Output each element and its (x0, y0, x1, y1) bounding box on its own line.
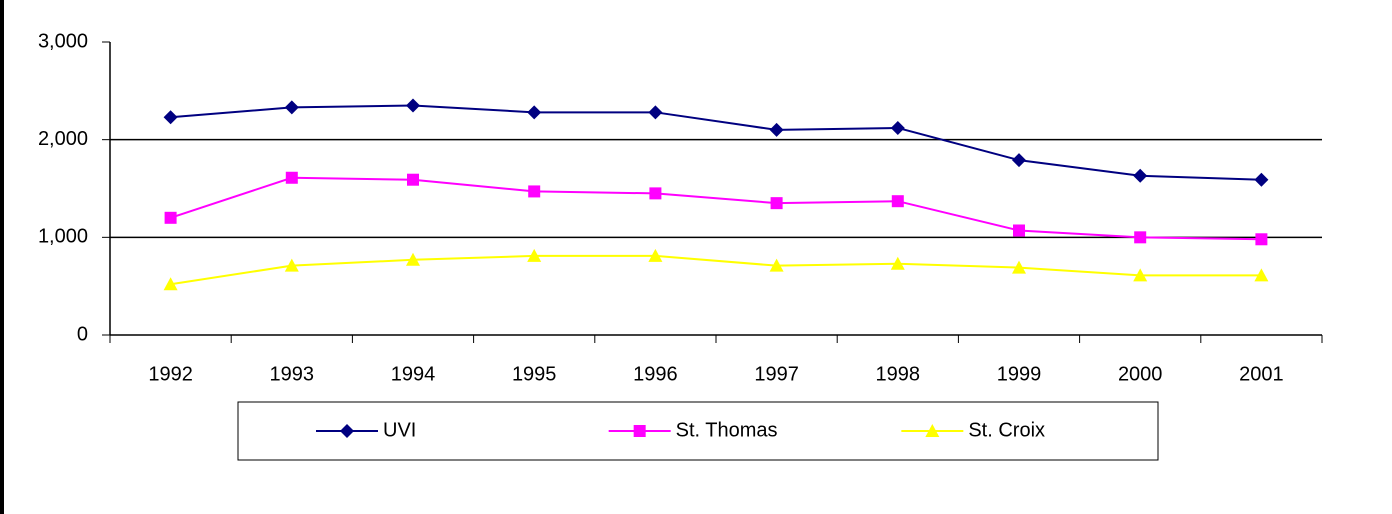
x-tick-label: 1996 (633, 363, 678, 385)
data-point (406, 252, 420, 266)
data-point (1134, 231, 1147, 244)
x-tick-label: 1993 (270, 363, 315, 385)
legend-label: St. Croix (968, 419, 1045, 441)
data-point (284, 258, 299, 272)
data-point (1012, 153, 1026, 168)
x-tick-label: 1992 (148, 363, 193, 385)
legend-marker (633, 425, 646, 437)
y-tick-label: 2,000 (38, 128, 88, 150)
x-tick-label: 1999 (997, 363, 1042, 385)
page-border (0, 0, 4, 514)
data-point (770, 197, 783, 210)
x-tick-label: 2001 (1239, 363, 1284, 385)
y-tick-label: 3,000 (38, 30, 88, 52)
data-point (1133, 168, 1148, 183)
legend-label: St. Thomas (676, 419, 778, 441)
data-point (284, 100, 299, 115)
data-point (1133, 268, 1148, 282)
series-line (170, 176, 1262, 241)
data-point (890, 120, 905, 135)
data-point (648, 105, 663, 120)
data-point (1254, 268, 1269, 282)
y-tick-label: 1,000 (38, 226, 88, 248)
data-point (527, 105, 542, 120)
data-point (285, 171, 298, 184)
data-point (527, 248, 542, 262)
legend-marker (340, 424, 354, 438)
data-point (406, 98, 420, 113)
data-point (649, 187, 662, 200)
data-point (890, 256, 905, 270)
series-line (170, 104, 1262, 181)
x-tick-label: 1995 (512, 363, 557, 385)
legend-label: UVI (383, 419, 416, 441)
x-tick-label: 1997 (754, 363, 799, 385)
data-point (891, 195, 904, 208)
data-point (769, 258, 784, 272)
data-point (163, 110, 178, 125)
data-point (528, 185, 541, 198)
series-line (170, 254, 1262, 286)
x-tick-label: 1994 (391, 363, 436, 385)
data-point (1255, 233, 1268, 246)
legend-marker (925, 424, 940, 437)
data-point (407, 173, 419, 186)
data-point (648, 248, 663, 262)
data-point (164, 211, 177, 224)
legend-box (237, 401, 1159, 461)
data-point (163, 277, 178, 291)
x-tick-label: 1998 (876, 363, 921, 385)
data-point (1013, 224, 1025, 237)
data-point (769, 122, 784, 137)
data-point (1012, 260, 1026, 274)
x-tick-label: 2000 (1118, 363, 1163, 385)
data-point (1254, 172, 1269, 187)
y-tick-label: 0 (77, 323, 88, 345)
